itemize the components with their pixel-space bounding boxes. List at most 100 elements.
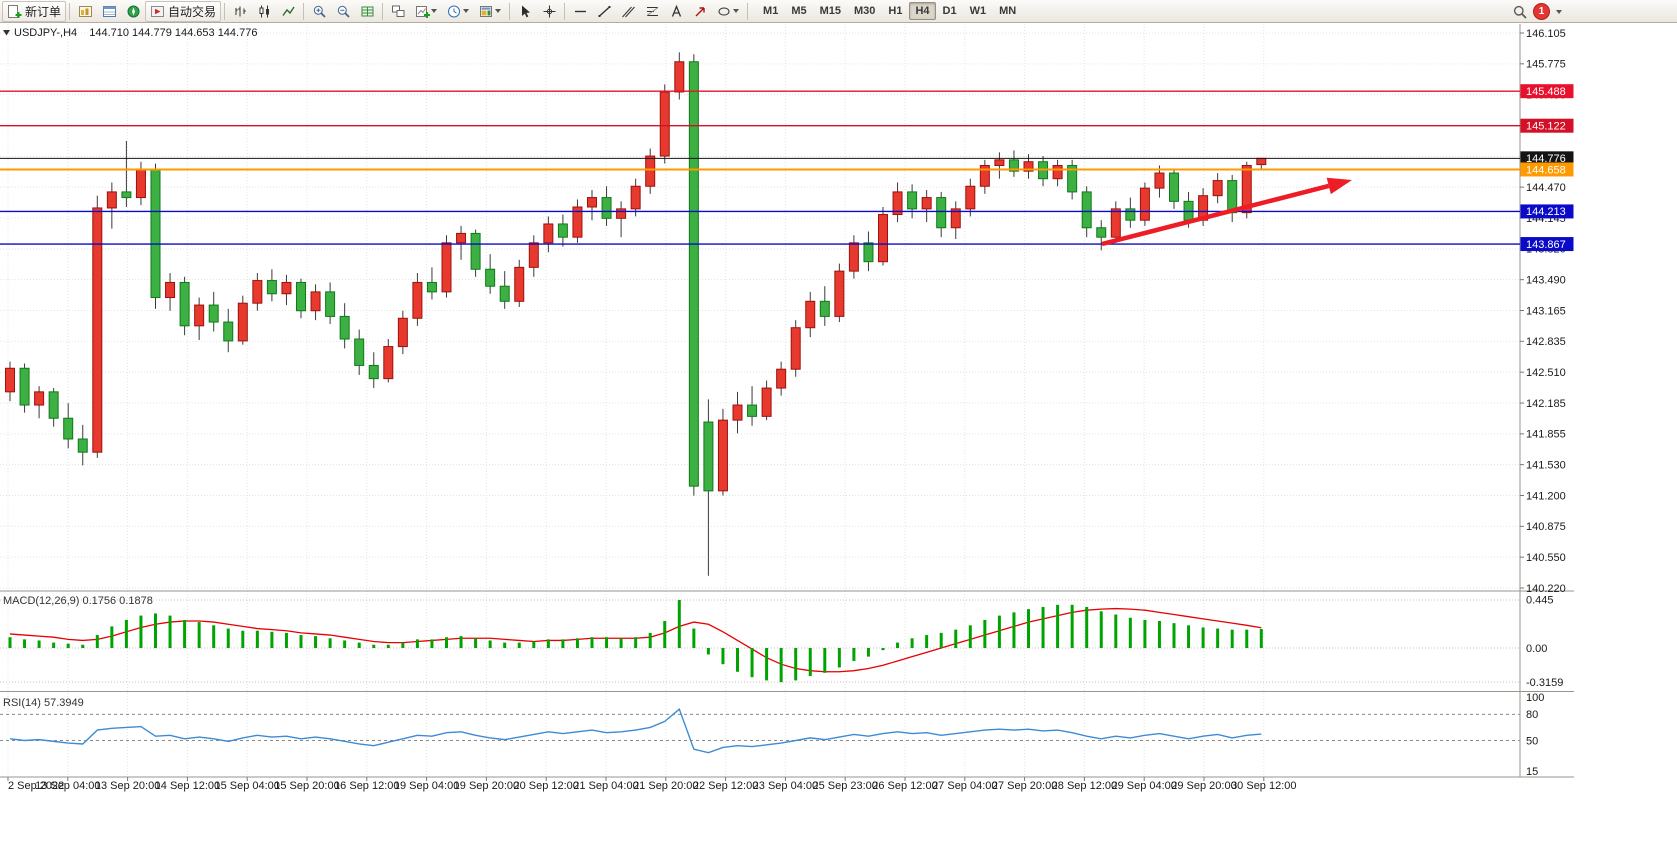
candle: [456, 232, 467, 244]
svg-text:141.530: 141.530: [1526, 459, 1566, 471]
candle: [1169, 172, 1179, 202]
svg-text:22 Sep 12:00: 22 Sep 12:00: [693, 780, 758, 792]
candle: [659, 91, 670, 157]
candle: [1023, 161, 1034, 172]
timeframe-m15-button[interactable]: M15: [819, 5, 841, 17]
candle: [77, 438, 88, 453]
svg-text:145.488: 145.488: [1526, 86, 1566, 98]
timeframe-m30-button[interactable]: M30: [854, 5, 876, 17]
auto-trading-icon: [151, 5, 165, 17]
channel-tool-button[interactable]: [616, 1, 640, 22]
candle: [514, 266, 525, 302]
rsi-indicator-label: RSI(14) 57.3949: [3, 697, 84, 709]
price-line-label-143.867[interactable]: [1520, 237, 1574, 252]
price-line-label-144.213[interactable]: [1520, 204, 1574, 219]
candle: [397, 317, 408, 348]
timeframe-h1-button[interactable]: H1: [888, 5, 903, 17]
auto-trading-button[interactable]: 自动交易: [145, 0, 222, 22]
price-line-label-144.776[interactable]: [1520, 151, 1574, 166]
new-order-label: 新订单: [25, 4, 62, 19]
svg-text:143.867: 143.867: [1526, 239, 1566, 251]
price-line-label-145.122[interactable]: [1520, 118, 1574, 133]
fibonacci-tool-button[interactable]: [640, 1, 664, 22]
svg-text:144.658: 144.658: [1526, 164, 1566, 176]
notification-badge[interactable]: 1: [1533, 3, 1550, 20]
search-icon[interactable]: [1512, 4, 1528, 20]
trendline-tool-button[interactable]: [592, 1, 616, 22]
new-order-icon: [8, 4, 22, 18]
candle: [747, 404, 758, 417]
data-window-button[interactable]: [97, 1, 121, 22]
candle: [921, 197, 932, 210]
cursor-tool-button[interactable]: [513, 1, 537, 22]
templates-button[interactable]: [474, 1, 506, 22]
price-line-label-144.658[interactable]: [1520, 162, 1574, 177]
candle: [179, 281, 190, 327]
zoom-in-button[interactable]: [307, 1, 331, 22]
candle: [1110, 208, 1121, 238]
toolbar-separator: [303, 2, 305, 20]
shapes-tool-button[interactable]: [712, 1, 744, 22]
svg-text:0.445: 0.445: [1526, 595, 1554, 607]
svg-text:27 Sep 04:00: 27 Sep 04:00: [932, 780, 997, 792]
svg-text:2 Sep 2022: 2 Sep 2022: [8, 780, 64, 792]
macd-indicator-label: MACD(12,26,9) 0.1756 0.1878: [3, 595, 153, 607]
new-order-button[interactable]: 新订单: [2, 0, 67, 22]
trend-arrow-annotation[interactable]: [1101, 177, 1352, 247]
svg-text:142.835: 142.835: [1526, 336, 1566, 348]
market-watch-button[interactable]: [73, 1, 97, 22]
svg-text:50: 50: [1526, 735, 1538, 747]
line-chart-mode-button[interactable]: [276, 1, 300, 22]
chevron-down-icon: [431, 9, 438, 13]
candle: [703, 421, 714, 492]
text-tool-icon: [671, 4, 681, 17]
svg-text:19 Sep 20:00: 19 Sep 20:00: [454, 780, 519, 792]
candle: [1052, 165, 1063, 180]
svg-text:100: 100: [1526, 692, 1544, 704]
svg-text:16 Sep 12:00: 16 Sep 12:00: [334, 780, 399, 792]
bar-chart-mode-button[interactable]: [228, 1, 252, 22]
ohlc-toggle-icon[interactable]: [3, 29, 11, 37]
price-scale[interactable]: 146.105145.775145.450145.125144.800144.4…: [1520, 28, 1566, 778]
timeframe-d1-button[interactable]: D1: [942, 5, 957, 17]
horizontal-line-icon: [574, 10, 586, 12]
candle: [819, 300, 830, 317]
zoom-in-icon: [313, 5, 326, 18]
zoom-out-button[interactable]: [331, 1, 355, 22]
candle: [1139, 187, 1150, 221]
svg-text:144.776: 144.776: [1526, 153, 1566, 165]
timeframe-h4-button[interactable]: H4: [909, 2, 936, 20]
candlestick-mode-button[interactable]: [252, 1, 276, 22]
candle: [979, 165, 990, 187]
svg-text:27 Sep 20:00: 27 Sep 20:00: [992, 780, 1057, 792]
chevron-down-icon[interactable]: [1556, 9, 1562, 14]
crosshair-tool-button[interactable]: [537, 1, 561, 22]
candles-layer: [5, 52, 1267, 576]
symbol-period-label: USDJPY-,H4: [14, 27, 78, 39]
candle: [965, 185, 976, 210]
timeframe-m1-button[interactable]: M1: [763, 5, 779, 17]
hline-tool-button[interactable]: [568, 1, 592, 22]
candle: [223, 321, 234, 342]
candle: [310, 291, 321, 312]
panel-separators: [0, 24, 1574, 778]
timeframe-m5-button[interactable]: M5: [791, 5, 807, 17]
tile-windows-button[interactable]: [386, 1, 410, 22]
timeframe-w1-button[interactable]: W1: [969, 5, 987, 17]
periods-button[interactable]: [442, 1, 474, 22]
timeframe-mn-button[interactable]: MN: [999, 5, 1017, 17]
grid-toggle-button[interactable]: [355, 1, 379, 22]
shapes-icon: [718, 7, 730, 15]
toolbar-right-group: 1: [1512, 3, 1562, 20]
navigator-button[interactable]: [121, 1, 145, 22]
text-tool-button[interactable]: [664, 1, 688, 22]
price-line-label-145.488[interactable]: [1520, 84, 1574, 99]
candle: [426, 281, 437, 293]
template-icon: [480, 5, 493, 17]
arrows-tool-button[interactable]: [688, 1, 712, 22]
toolbar: 新订单 自动交易: [0, 0, 1677, 23]
timeframe-group: M1 M5 M15 M30 H1 H4 D1 W1 MN: [757, 2, 1022, 20]
indicators-button[interactable]: [410, 1, 442, 22]
